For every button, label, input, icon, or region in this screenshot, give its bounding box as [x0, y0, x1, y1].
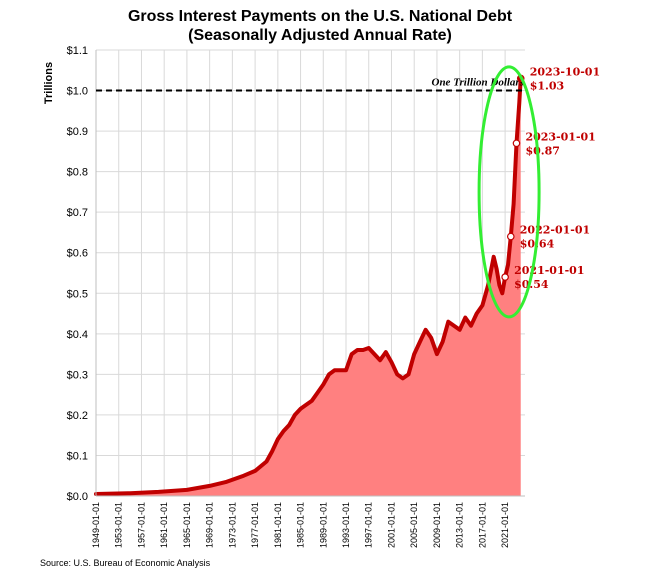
- annotation-marker: [506, 232, 515, 241]
- annotation-date: 2022-01-01: [520, 224, 590, 237]
- x-tick-label: 1977-01-01: [250, 502, 260, 548]
- y-tick-label: $0.8: [67, 167, 88, 179]
- axes: [95, 50, 525, 497]
- x-tick-label: 1953-01-01: [114, 502, 124, 548]
- y-tick-label: $0.3: [67, 369, 88, 381]
- annotation-value: $0.87: [525, 144, 559, 157]
- source-note: Source: U.S. Bureau of Economic Analysis: [40, 558, 211, 568]
- y-tick-label: $0.2: [67, 410, 88, 422]
- annotation-date: 2021-01-01: [514, 264, 584, 277]
- y-tick-label: $0.1: [67, 450, 88, 462]
- chart-subtitle: (Seasonally Adjusted Annual Rate): [188, 27, 452, 44]
- series-line: [94, 76, 523, 496]
- highlight-ellipse: [477, 65, 541, 319]
- area-layer: [94, 76, 523, 497]
- y-tick-label: $1.1: [67, 45, 88, 57]
- x-tick-label: 1989-01-01: [318, 502, 328, 548]
- x-tick-label: 1985-01-01: [296, 502, 306, 548]
- y-tick-label: $0.7: [67, 207, 88, 219]
- x-tick-label: 2009-01-01: [432, 502, 442, 548]
- x-tick-label: 1993-01-01: [341, 502, 351, 548]
- x-tick-label: 1973-01-01: [227, 502, 237, 548]
- x-tick-label: 1969-01-01: [205, 502, 215, 548]
- x-tick-labels: 1949-01-01 1953-01-01 1957-01-01 1961-01-01…: [91, 502, 510, 548]
- x-tick-label: 2013-01-01: [455, 502, 465, 548]
- x-tick-label: 1997-01-01: [364, 502, 374, 548]
- annotation-value: $0.54: [514, 278, 549, 291]
- reference-line-label: One Trillion Dollars: [432, 77, 525, 89]
- x-tick-label: 1981-01-01: [273, 502, 283, 548]
- x-tick-label: 2005-01-01: [409, 502, 419, 548]
- x-tick-label: 1961-01-01: [159, 502, 169, 548]
- x-tick-label: 1957-01-01: [136, 502, 146, 548]
- y-tick-label: $0.6: [67, 248, 88, 260]
- y-tick-label: $1.0: [67, 86, 88, 98]
- x-tick-label: 1949-01-01: [91, 502, 101, 548]
- x-tick-label: 2017-01-01: [477, 502, 487, 548]
- y-tick-label: $0.5: [67, 288, 88, 300]
- annotation-date: 2023-01-01: [525, 130, 595, 143]
- y-tick-labels: $0.0 $0.1 $0.2 $0.3 $0.4 $0.5 $0.6 $0.7 $0.8 $0.9…: [67, 45, 88, 503]
- annotation-value: $1.03: [530, 79, 564, 92]
- y-tick-label: $0.9: [67, 126, 88, 138]
- annotation-marker: [512, 139, 521, 148]
- x-tick-label: 2021-01-01: [500, 502, 510, 548]
- annotation-marker: [501, 273, 509, 281]
- y-axis-label: Trillions: [43, 62, 55, 104]
- chart-title: Gross Interest Payments on the U.S. Nati…: [128, 8, 513, 25]
- annotation-date: 2023-10-01: [530, 65, 600, 78]
- y-tick-label: $0.0: [67, 491, 88, 503]
- x-tick-label: 2001-01-01: [386, 502, 396, 548]
- x-tick-label: 1965-01-01: [182, 502, 192, 548]
- y-tick-label: $0.4: [67, 329, 88, 341]
- series-area: [96, 78, 521, 497]
